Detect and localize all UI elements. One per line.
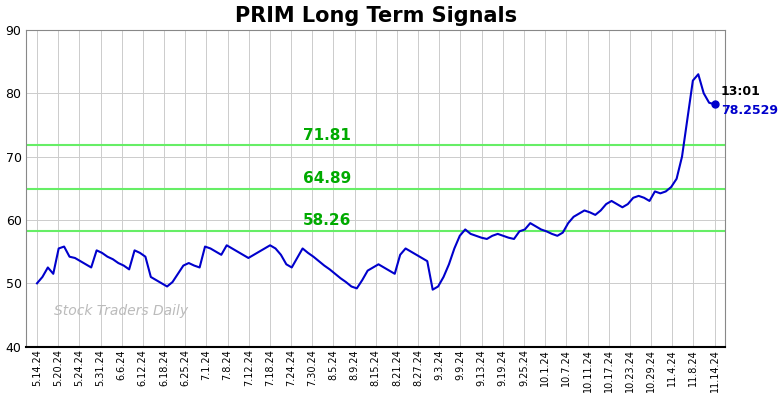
Text: 78.2529: 78.2529: [721, 104, 778, 117]
Text: 71.81: 71.81: [303, 128, 350, 142]
Text: 58.26: 58.26: [303, 213, 351, 228]
Text: Stock Traders Daily: Stock Traders Daily: [54, 304, 188, 318]
Title: PRIM Long Term Signals: PRIM Long Term Signals: [234, 6, 517, 25]
Text: 64.89: 64.89: [303, 172, 350, 186]
Text: 13:01: 13:01: [721, 85, 760, 98]
